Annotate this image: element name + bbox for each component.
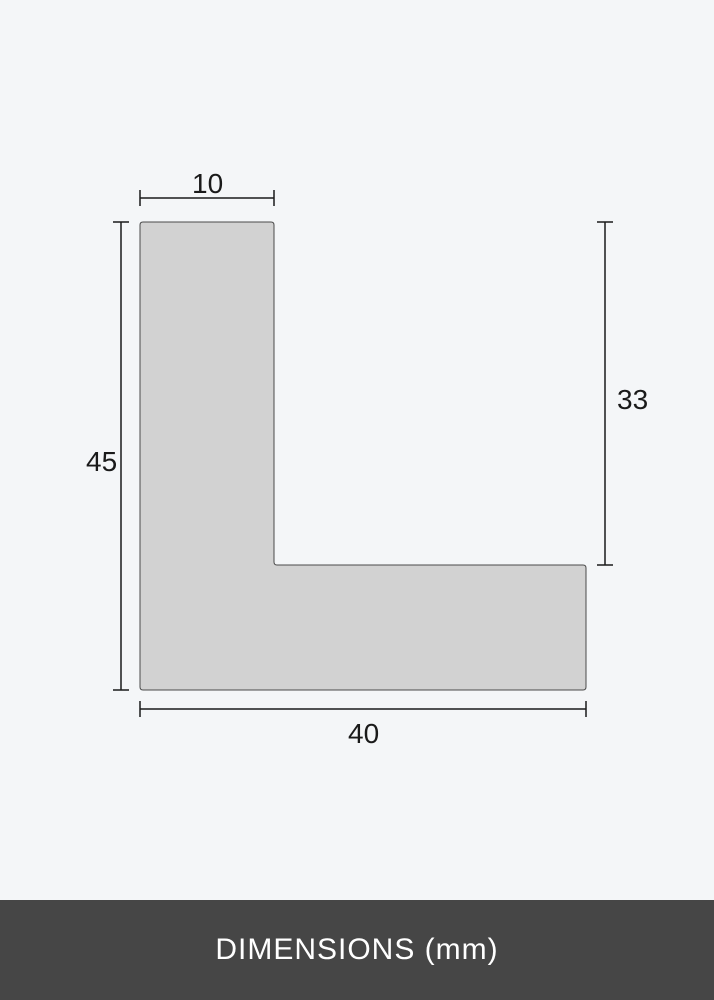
dim-label-top: 10: [192, 168, 223, 200]
dim-label-right: 33: [617, 384, 648, 416]
footer-bar: DIMENSIONS (mm): [0, 900, 714, 1000]
dim-label-left: 45: [86, 446, 117, 478]
dim-label-bottom: 40: [348, 718, 379, 750]
footer-text: DIMENSIONS (mm): [215, 933, 498, 967]
diagram-area: 10 45 33 40: [0, 0, 714, 900]
